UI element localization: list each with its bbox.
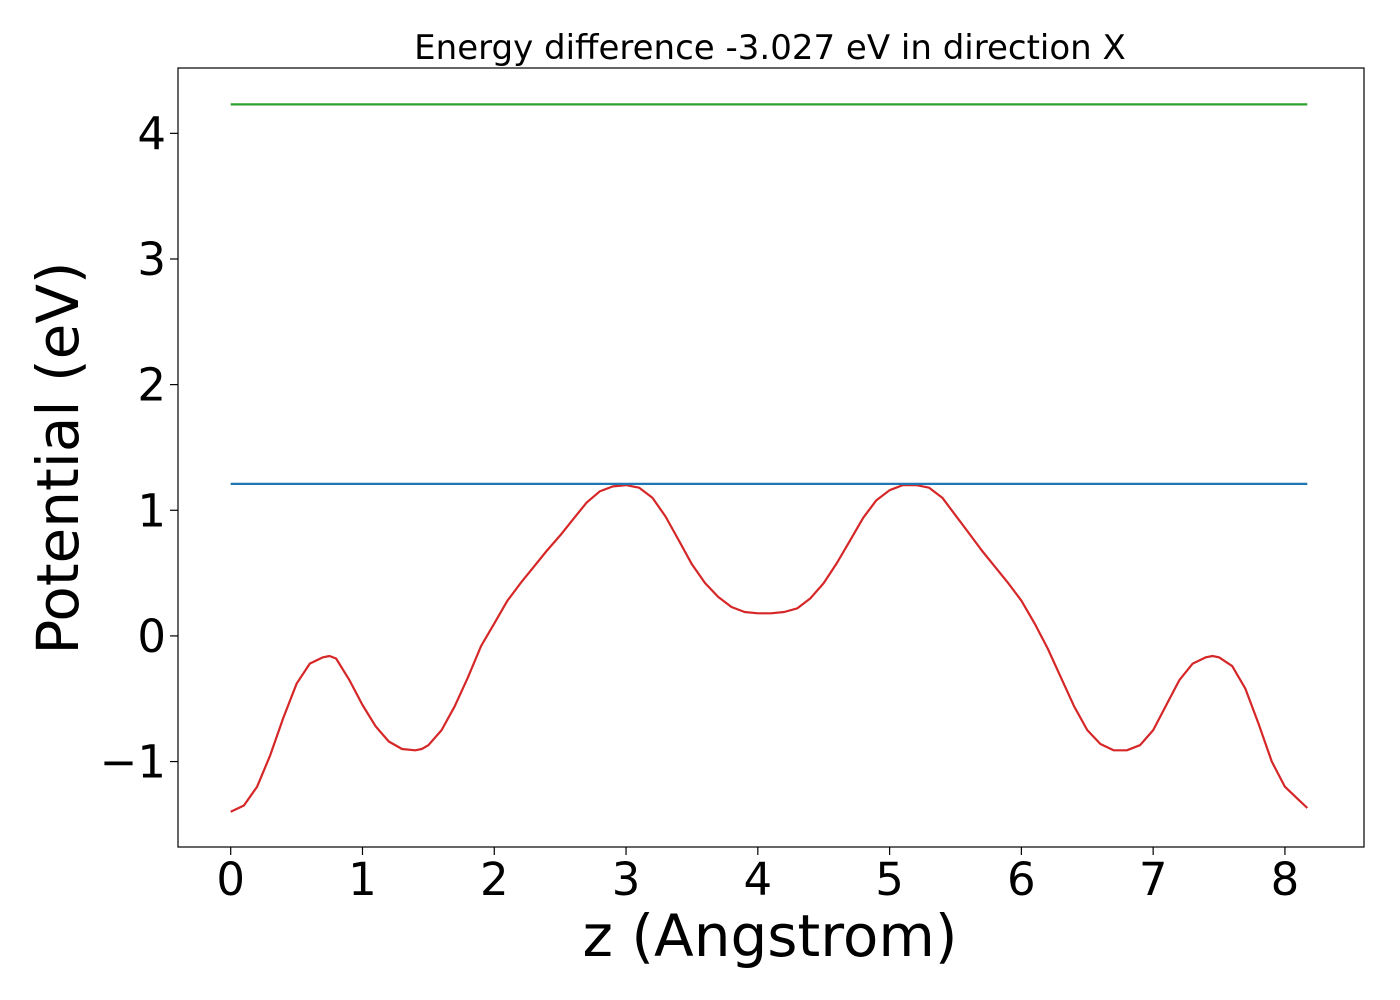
x-tick-label: 3 — [612, 853, 641, 906]
y-tick-label: 1 — [137, 484, 166, 537]
x-tick-label: 2 — [480, 853, 509, 906]
x-tick-label: 5 — [875, 853, 904, 906]
y-tick-label: 2 — [137, 359, 166, 412]
x-tick-label: 7 — [1139, 853, 1168, 906]
y-tick-label: 4 — [137, 107, 166, 160]
x-axis-ticks: 0 1 2 3 4 5 6 7 8 — [216, 847, 1299, 906]
x-tick-label: 6 — [1007, 853, 1036, 906]
y-axis-ticks: −1 0 1 2 3 4 — [100, 107, 178, 789]
series-line-0 — [230, 484, 1309, 813]
y-tick-label: 0 — [137, 610, 166, 663]
x-tick-label: 0 — [216, 853, 245, 906]
x-axis-label: z (Angstrom) — [583, 902, 958, 970]
y-tick-label: 3 — [137, 233, 166, 286]
plot-frame — [177, 67, 1365, 848]
series-layer — [230, 103, 1309, 813]
x-tick-label: 8 — [1271, 853, 1300, 906]
chart-title: Energy difference -3.027 eV in direction… — [414, 28, 1126, 68]
x-tick-label: 1 — [348, 853, 377, 906]
y-axis-label: Potential (eV) — [24, 261, 92, 654]
y-tick-label: −1 — [100, 736, 166, 789]
x-tick-label: 4 — [744, 853, 773, 906]
